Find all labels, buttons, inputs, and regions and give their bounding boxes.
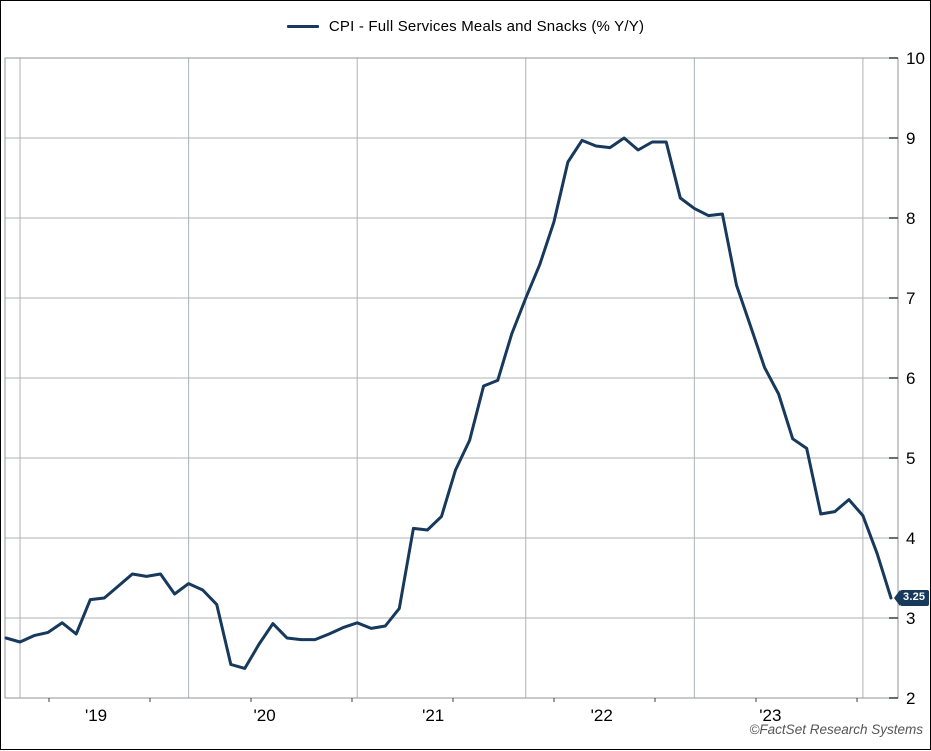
badge-value-text: 3.25 xyxy=(900,590,930,606)
y-axis-label: 10 xyxy=(906,49,925,68)
y-axis-label: 2 xyxy=(906,689,915,708)
y-axis-label: 7 xyxy=(906,289,915,308)
x-axis-label: '23 xyxy=(759,706,781,725)
y-axis-label: 3 xyxy=(906,609,915,628)
x-axis-label: '21 xyxy=(422,706,444,725)
y-axis-label: 9 xyxy=(906,129,915,148)
y-axis-label: 5 xyxy=(906,449,915,468)
legend-series-label: CPI - Full Services Meals and Snacks (% … xyxy=(328,18,645,35)
y-axis-label: 6 xyxy=(906,369,915,388)
x-axis-label: '19 xyxy=(85,706,107,725)
copyright-text: ©FactSet Research Systems xyxy=(749,722,923,737)
legend: CPI - Full Services Meals and Snacks (% … xyxy=(1,18,930,35)
series-line xyxy=(4,136,893,670)
legend-line-swatch xyxy=(286,25,319,28)
y-axis-label: 8 xyxy=(906,209,915,228)
badge-pointer-icon xyxy=(894,590,900,606)
y-axis-label: 4 xyxy=(906,529,915,548)
last-value-badge: 3.25 xyxy=(894,590,930,607)
x-axis-label: '22 xyxy=(591,706,613,725)
x-axis-label: '20 xyxy=(254,706,276,725)
